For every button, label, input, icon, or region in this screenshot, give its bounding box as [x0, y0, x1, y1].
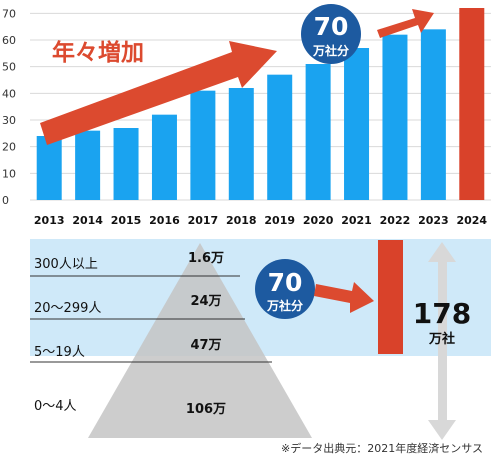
x-tick-label: 2022 — [380, 214, 411, 227]
bar — [267, 74, 293, 200]
x-tick-label: 2013 — [34, 214, 65, 227]
total-double-arrow — [428, 242, 456, 440]
y-tick-label: 20 — [2, 141, 16, 154]
y-tick-label: 40 — [2, 87, 16, 100]
row-value: 24万 — [190, 294, 221, 309]
badge-circle — [301, 4, 361, 64]
row-label: 0〜4人 — [34, 399, 77, 414]
source-note: ※データ出典元：2021年度経済センサス — [281, 442, 483, 455]
y-tick-label: 0 — [2, 194, 9, 207]
x-tick-label: 2017 — [188, 214, 219, 227]
x-tick-label: 2014 — [72, 214, 103, 227]
total-value: 178 — [413, 297, 471, 330]
badge-unit: 万社分 — [266, 298, 303, 313]
bar — [190, 90, 216, 200]
y-tick-label: 70 — [2, 7, 16, 20]
badge-arrow — [314, 282, 374, 313]
bars — [36, 8, 485, 201]
x-tick-label: 2018 — [226, 214, 257, 227]
row-value: 1.6万 — [188, 251, 224, 266]
bar — [113, 128, 139, 200]
x-tick-label: 2019 — [264, 214, 295, 227]
badge-unit: 万社分 — [312, 43, 349, 58]
bar — [344, 48, 370, 200]
x-tick-label: 2023 — [418, 214, 449, 227]
y-tick-label: 30 — [2, 114, 16, 127]
highlight-bar — [378, 240, 403, 354]
small-arrow — [377, 9, 434, 38]
bar — [420, 29, 446, 201]
bar — [75, 130, 101, 200]
trend-arrow — [40, 41, 277, 145]
y-tick-label: 60 — [2, 34, 16, 47]
total-unit: 万社 — [428, 331, 455, 347]
bar-chart: 0 10 20 30 40 50 60 70 2013 2014 2015 2016 2017 2018… — [2, 4, 491, 227]
row-value: 106万 — [186, 402, 226, 417]
row-label: 5〜19人 — [34, 345, 85, 360]
row-label: 20〜299人 — [34, 301, 101, 316]
badge-value: 70 — [268, 268, 303, 297]
row-label: 300人以上 — [34, 257, 98, 272]
x-tick-label: 2024 — [456, 214, 487, 227]
x-tick-label: 2020 — [303, 214, 334, 227]
row-value: 47万 — [190, 338, 221, 353]
x-tick-labels: 2013 2014 2015 2016 2017 2018 2019 2020 2021 2022… — [34, 214, 488, 227]
bar — [305, 64, 331, 200]
x-tick-label: 2016 — [149, 214, 180, 227]
y-tick-labels: 0 10 20 30 40 50 60 70 — [2, 7, 16, 207]
bar — [36, 136, 62, 200]
badge-value: 70 — [314, 12, 349, 41]
size-rows: 300人以上 1.6万 20〜299人 24万 5〜19人 47万 0〜4人 106万 — [34, 251, 226, 417]
bar — [459, 8, 485, 200]
badge-circle — [255, 259, 315, 319]
bar — [151, 114, 177, 200]
y-tick-label: 10 — [2, 167, 16, 180]
bar — [228, 88, 254, 200]
trend-label: 年々増加 — [52, 39, 144, 66]
pyramid — [88, 243, 312, 438]
bar — [382, 34, 408, 200]
x-tick-label: 2021 — [341, 214, 372, 227]
y-tick-label: 50 — [2, 61, 16, 74]
x-tick-label: 2015 — [111, 214, 142, 227]
